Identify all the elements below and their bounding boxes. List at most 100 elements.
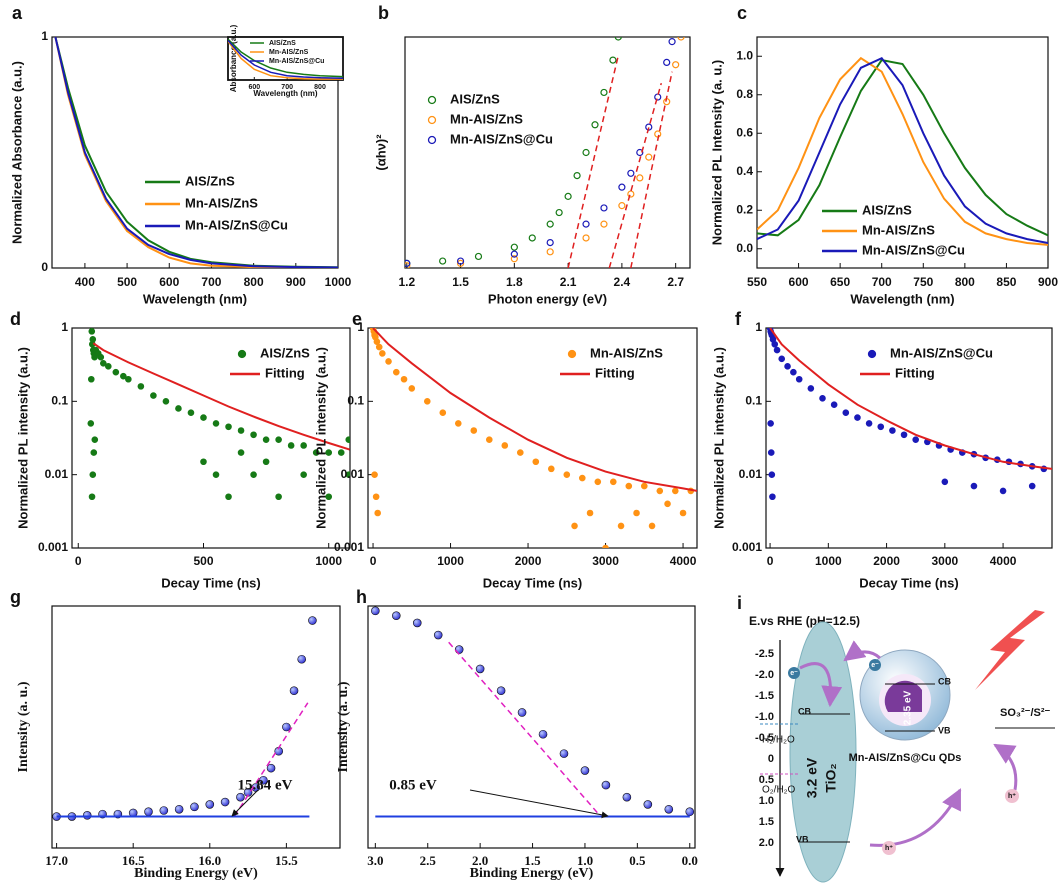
data-point [510,243,518,251]
series-line [757,56,1048,244]
data-point [664,804,674,814]
series-line [54,37,338,268]
data-point [600,220,608,228]
series-line [372,328,697,492]
qd-vb-label: VB [938,725,951,735]
data-point [297,654,307,664]
series-line [608,82,663,268]
potential-ticks: -2.5 -2.0 -1.5 -1.0 -0.5 0 0.5 1.0 1.5 2.0 [755,648,774,849]
legend-label: Fitting [895,365,935,380]
data-point [555,208,563,217]
data-point [162,398,170,405]
data-point [517,708,527,717]
x-tick-label: 0.0 [682,853,698,868]
data-point [456,259,465,267]
series-line [228,39,343,80]
data-point [609,56,617,64]
data-point [679,509,687,517]
electron-path [843,640,881,662]
data-point [900,431,908,439]
x-tick-label: 1.5 [452,275,469,289]
x-tick-label: 400 [75,275,95,289]
x-axis-label: Decay Time (ns) [859,575,958,590]
data-point [510,250,518,258]
panel-label: e [352,309,362,329]
data-point [559,749,569,758]
data-point [405,259,411,267]
data-point [175,405,182,412]
data-point [865,420,873,427]
data-point [602,544,609,548]
data-point [371,606,380,616]
data-point [212,420,220,427]
tio2-name: TiO₂ [823,763,839,792]
y-axis-label: Normalized PL intensity (a.u.) [313,347,328,529]
data-point [656,487,664,495]
legend-label: Mn-AIS/ZnS@Cu [269,58,324,65]
x-tick-label: 3.0 [367,853,383,868]
tio2-gap: 3.2 eV [804,757,820,798]
data-point [400,375,408,383]
plot-frame [404,36,691,269]
couple: O₂/H₂O [762,785,796,796]
data-point [212,471,220,478]
data-point [617,522,625,530]
data-point [636,174,644,182]
electron [869,659,881,671]
y-axis-label: Intensity (a. u.) [16,681,31,772]
axis-title: E.vs RHE (pH=12.5) [749,614,860,628]
data-point [636,148,644,157]
series-line [567,55,620,268]
data-point [325,449,333,456]
x-tick-label: 4000 [990,554,1017,568]
x-tick-label: 2.4 [614,275,631,289]
x-tick-label: 700 [201,275,221,289]
data-point [586,509,594,517]
data-point [200,458,207,466]
data-point [91,436,99,443]
data-point [475,664,485,674]
data-point [784,363,791,370]
couple: H₂/H₂O [762,735,795,746]
x-axis-label: Decay Time (ns) [483,575,582,590]
data-point [768,471,776,478]
data-point [312,449,320,456]
chart-panel: b 1.2 1.5 1.8 2.1 2.4 2.7 Photon energy (eV) (αh… [373,3,691,306]
plot-area [371,606,695,818]
data-point [120,372,127,380]
y-tick-label: 0.01 [341,467,365,481]
electron-label: e⁻ [871,662,879,669]
data-point [685,807,695,817]
panel-label: d [10,309,21,329]
potential-tick: -2.0 [755,669,774,681]
x-tick-label: 17.0 [45,853,68,868]
x-tick-label: 600 [248,84,260,91]
data-point [664,500,671,508]
data-point [159,806,169,815]
series-line [233,702,309,817]
y-tick-label: 0.1 [51,394,68,408]
data-point [640,482,648,490]
panel-label: c [737,3,747,23]
data-point [391,611,401,620]
y-axis-label: Normalized PL intensity (a.u.) [711,347,726,529]
data-point [237,427,245,434]
qd-gap: 2.35 eV [903,690,914,725]
legend-label: Mn-AIS/ZnS@Cu [862,242,965,257]
data-point [767,449,775,456]
data-point [643,800,653,809]
data-point [485,436,493,443]
data-point [82,811,92,820]
legend-label: Mn-AIS/ZnS [590,345,663,360]
data-point [538,729,548,739]
legend-label: Mn-AIS/ZnS [450,111,523,126]
chart-panel: c 550 600 650 700 750 800 850 900 0.0 0.2 0.4 0.6 0.8… [709,3,1058,307]
x-tick-label: 16.0 [198,853,221,868]
plot-area [52,616,317,821]
data-point [677,37,685,41]
data-point [250,471,257,478]
potential-tick: -1.5 [755,690,774,702]
data-point [807,385,815,392]
potential-tick: 0 [768,753,774,765]
data-point [600,204,608,212]
